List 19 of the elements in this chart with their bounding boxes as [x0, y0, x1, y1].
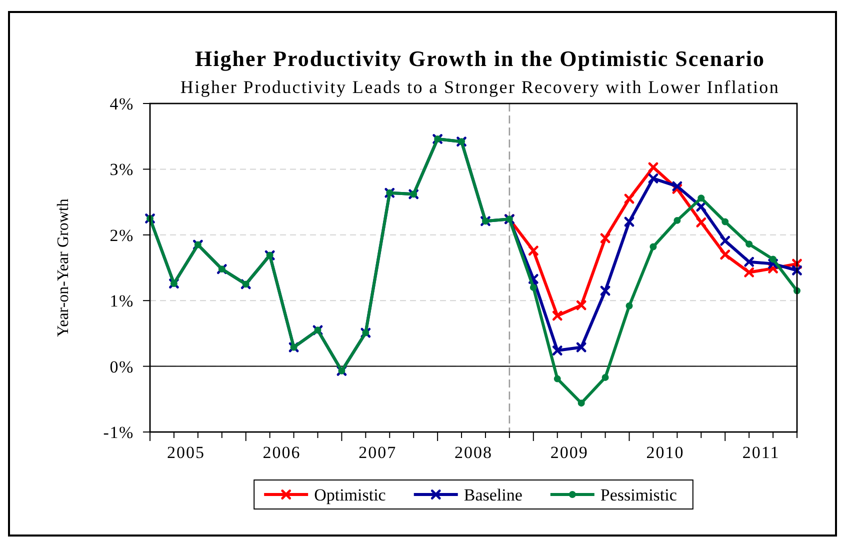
x-tick-label: 2006: [262, 443, 301, 462]
x-tick-label: 2007: [358, 443, 397, 462]
legend-label: Optimistic: [314, 486, 386, 504]
y-tick-label: 0%: [110, 357, 134, 376]
y-tick-label: -1%: [103, 423, 134, 442]
y-tick-label: 2%: [110, 226, 134, 245]
legend-label: Baseline: [464, 486, 522, 504]
y-tick-label: 3%: [110, 160, 134, 180]
chart-title: Higher Productivity Growth in the Optimistic Scenario: [195, 46, 765, 71]
x-tick-label: 2005: [166, 443, 205, 462]
legend-label: Pessimistic: [600, 486, 678, 504]
x-tick-label: 2011: [742, 443, 780, 462]
chart-subtitle: Higher Productivity Leads to a Stronger Recovery with Lower Inflation: [180, 77, 780, 97]
x-tick-label: 2009: [550, 443, 588, 462]
y-tick-label: 1%: [110, 292, 134, 311]
y-tick-label: 4%: [110, 94, 134, 114]
y-axis-title: Year-on-Year Growth: [55, 198, 72, 337]
x-tick-label: 2008: [454, 443, 492, 462]
x-tick-label: 2010: [646, 443, 684, 462]
